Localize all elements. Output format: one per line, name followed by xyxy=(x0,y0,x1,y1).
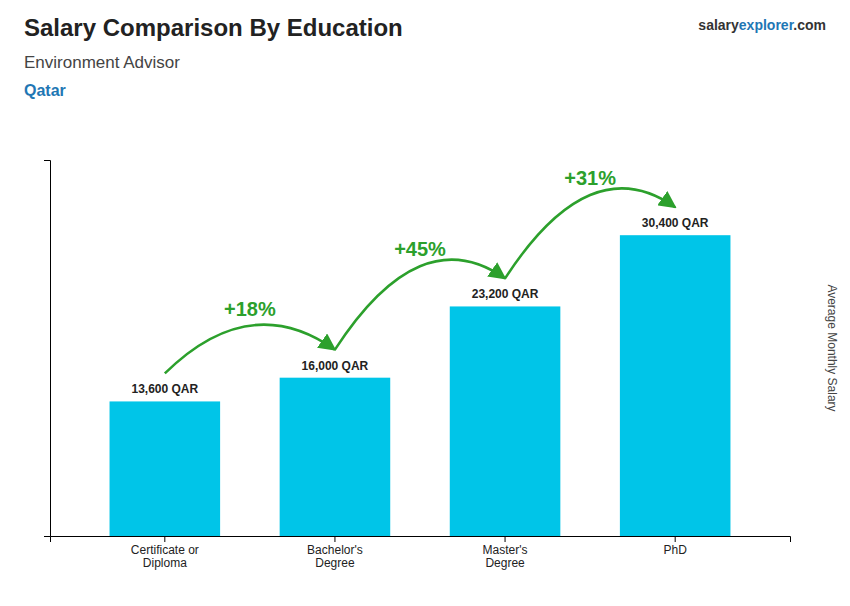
bar xyxy=(450,306,561,536)
x-axis: Certificate orDiplomaBachelor'sDegreeMas… xyxy=(51,536,791,570)
chart-svg: Salary Comparison By Education Environmen… xyxy=(0,0,850,606)
x-tick-label-line: Diploma xyxy=(143,556,187,570)
x-tick-label: PhD xyxy=(664,543,688,557)
brand: salaryexplorer.com xyxy=(698,17,826,33)
title: Salary Comparison By Education xyxy=(24,14,403,41)
data-labels: 13,600 QAR 16,000 QAR 23,200 QAR 30,400 QAR xyxy=(131,216,708,396)
x-tick: Certificate orDiploma xyxy=(131,536,199,570)
x-tick-label-line: Bachelor's xyxy=(307,543,363,557)
x-tick: PhD xyxy=(664,536,688,557)
annotation: Qatar xyxy=(24,82,66,99)
chart-container: Salary Comparison By Education Environmen… xyxy=(0,0,850,606)
brand-part: salary xyxy=(698,17,739,33)
change-label: +31% xyxy=(564,167,616,189)
x-tick-mark xyxy=(334,536,335,542)
change-arrow xyxy=(335,260,505,350)
x-tick-label: Bachelor'sDegree xyxy=(307,543,363,571)
y-axis xyxy=(44,161,51,537)
x-tick-label: Master'sDegree xyxy=(483,543,528,571)
bar xyxy=(620,235,731,536)
subtitle: Environment Advisor xyxy=(24,53,180,72)
x-tick-label-line: Certificate or xyxy=(131,543,199,557)
x-tick-label-line: Degree xyxy=(315,556,355,570)
bar xyxy=(110,401,221,536)
x-tick-label-line: Master's xyxy=(483,543,528,557)
data-label: 13,600 QAR xyxy=(131,382,198,396)
change-arrows: +18% +45% +31% xyxy=(165,167,675,373)
x-tick: Master'sDegree xyxy=(483,536,528,570)
change-label: +18% xyxy=(224,298,276,320)
change-arrow xyxy=(165,325,335,374)
x-tick-label-line: Degree xyxy=(485,556,525,570)
change-arrow xyxy=(505,188,675,278)
x-tick-mark xyxy=(675,536,676,542)
bar xyxy=(280,378,391,536)
x-tick: Bachelor'sDegree xyxy=(307,536,363,570)
data-label: 23,200 QAR xyxy=(472,287,539,301)
x-tick-label-line: PhD xyxy=(664,543,688,557)
plot: Certificate orDiplomaBachelor'sDegreeMas… xyxy=(44,161,791,571)
data-label: 16,000 QAR xyxy=(302,359,369,373)
data-label: 30,400 QAR xyxy=(642,216,709,230)
x-axis-line xyxy=(51,537,791,543)
y-axis-title: Average Monthly Salary xyxy=(825,284,839,411)
y-axis-line xyxy=(44,161,51,537)
x-tick-mark xyxy=(505,536,506,542)
brand-part: .com xyxy=(793,17,826,33)
x-tick-label: Certificate orDiploma xyxy=(131,543,199,571)
brand-part: explorer xyxy=(739,17,795,33)
change-label: +45% xyxy=(394,238,446,260)
x-tick-mark xyxy=(164,536,165,542)
bars xyxy=(110,235,731,536)
